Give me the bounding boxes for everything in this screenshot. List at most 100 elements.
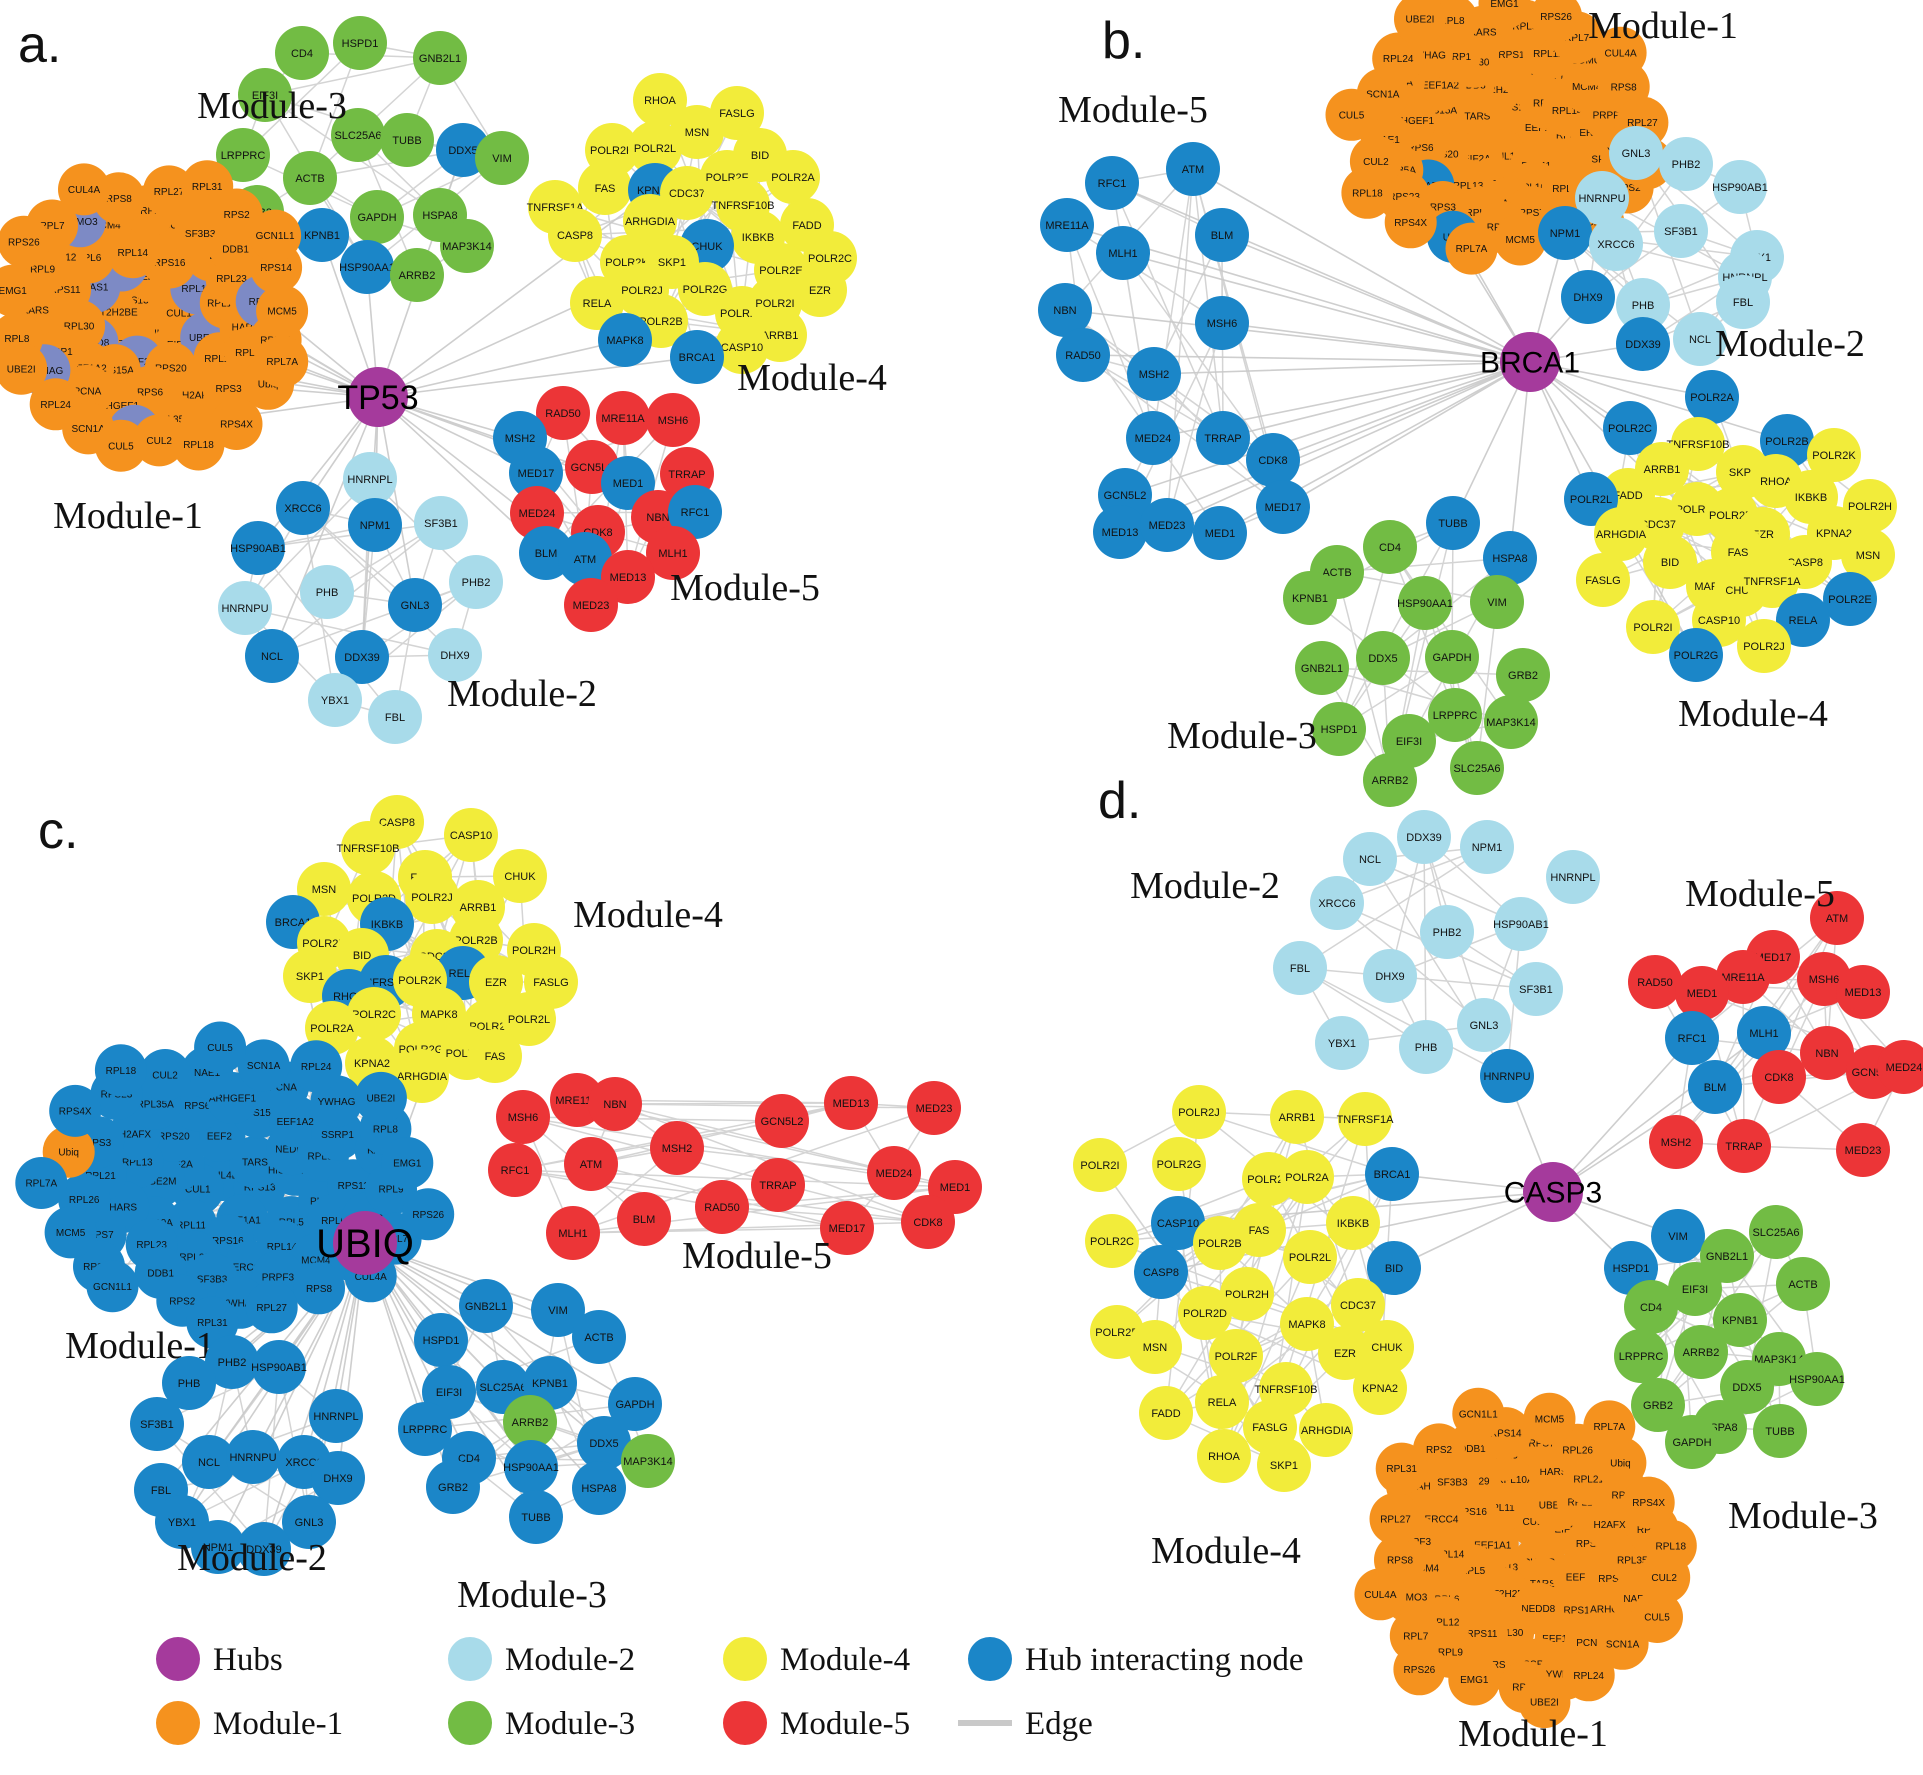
node-DDX39[interactable] xyxy=(1397,810,1451,864)
node-LRPPRC[interactable] xyxy=(1614,1329,1668,1383)
node-DHX9[interactable] xyxy=(1561,270,1615,324)
node-VIM[interactable] xyxy=(1470,575,1524,629)
node-HNRNPL[interactable] xyxy=(309,1389,363,1443)
node-MED13[interactable] xyxy=(601,550,655,604)
node-TUBB[interactable] xyxy=(509,1490,563,1544)
node-PHB[interactable] xyxy=(1616,278,1670,332)
node-FADD[interactable] xyxy=(1139,1386,1193,1440)
node-NCL[interactable] xyxy=(182,1435,236,1489)
node-UBE2I[interactable] xyxy=(0,342,48,395)
node-MED13[interactable] xyxy=(1093,505,1147,559)
node-MED24[interactable] xyxy=(867,1146,921,1200)
node-GAPDH[interactable] xyxy=(608,1377,662,1431)
node-POLR2J[interactable] xyxy=(405,870,459,924)
node-RPL18[interactable] xyxy=(172,418,225,471)
node-GNB2L1[interactable] xyxy=(459,1279,513,1333)
node-CUL4A[interactable] xyxy=(58,163,110,216)
node-EMG1[interactable] xyxy=(381,1137,434,1189)
node-NCL[interactable] xyxy=(1343,832,1397,886)
node-RPL24[interactable] xyxy=(1372,32,1425,85)
node-SF3B1[interactable] xyxy=(1654,204,1708,258)
node-RPS4X[interactable] xyxy=(49,1084,102,1137)
node-CHUK[interactable] xyxy=(493,849,547,903)
node-POLR2L[interactable] xyxy=(1564,472,1618,526)
node-RPL18[interactable] xyxy=(1341,166,1394,219)
node-PHB2[interactable] xyxy=(205,1335,259,1389)
node-EIF3I[interactable] xyxy=(1668,1262,1722,1316)
node-POLR2D[interactable] xyxy=(1178,1286,1232,1340)
node-MED1[interactable] xyxy=(1675,966,1729,1020)
node-FASLG[interactable] xyxy=(710,86,764,140)
node-NCL[interactable] xyxy=(245,629,299,683)
node-NCL[interactable] xyxy=(1673,312,1727,366)
node-VIM[interactable] xyxy=(475,131,529,185)
node-BLM[interactable] xyxy=(1688,1060,1742,1114)
node-MED23[interactable] xyxy=(1836,1123,1890,1177)
node-MED17[interactable] xyxy=(1256,480,1310,534)
node-CASP8[interactable] xyxy=(1134,1245,1188,1299)
node-FAS[interactable] xyxy=(578,161,632,215)
node-TUBB[interactable] xyxy=(380,113,434,167)
node-CD4[interactable] xyxy=(275,26,329,80)
node-POLR2B[interactable] xyxy=(1193,1216,1247,1270)
node-HNRNPU[interactable] xyxy=(226,1430,280,1484)
node-TRRAP[interactable] xyxy=(1196,411,1250,465)
node-ATM[interactable] xyxy=(564,1137,618,1191)
node-RELA[interactable] xyxy=(570,276,624,330)
node-KPNB1[interactable] xyxy=(1713,1293,1767,1347)
node-GRB2[interactable] xyxy=(426,1460,480,1514)
node-EZR[interactable] xyxy=(793,263,847,317)
node-MED17[interactable] xyxy=(509,446,563,500)
node-CD4[interactable] xyxy=(1363,520,1417,574)
node-ARHGDIA[interactable] xyxy=(1594,507,1648,561)
node-HSP90AB1[interactable] xyxy=(1713,160,1767,214)
node-POLR2J[interactable] xyxy=(1737,619,1791,673)
node-DDX39[interactable] xyxy=(335,630,389,684)
node-KPNB1[interactable] xyxy=(295,208,349,262)
node-BRCA1[interactable] xyxy=(670,330,724,384)
node-GNL3[interactable] xyxy=(282,1495,336,1549)
node-HNRNPU[interactable] xyxy=(1480,1049,1534,1103)
node-CUL5[interactable] xyxy=(194,1021,247,1074)
node-SF3B1[interactable] xyxy=(1509,962,1563,1016)
node-CDK8[interactable] xyxy=(1246,433,1300,487)
node-MAP3K14[interactable] xyxy=(621,1434,675,1488)
node-MRE11A[interactable] xyxy=(596,391,650,445)
node-MLH1[interactable] xyxy=(646,526,700,580)
node-RPL24[interactable] xyxy=(29,378,82,431)
node-RAD50[interactable] xyxy=(695,1180,749,1234)
node-RPS26[interactable] xyxy=(1393,1643,1446,1696)
node-MED23[interactable] xyxy=(907,1081,961,1135)
node-CASP10[interactable] xyxy=(715,320,769,374)
node-HNRNPU[interactable] xyxy=(218,581,272,635)
node-ARHGDIA[interactable] xyxy=(1299,1403,1353,1457)
node-BLM[interactable] xyxy=(1195,208,1249,262)
node-LRPPRC[interactable] xyxy=(216,128,270,182)
node-POLR2A[interactable] xyxy=(1280,1150,1334,1204)
node-RAD50[interactable] xyxy=(1056,328,1110,382)
node-MED13[interactable] xyxy=(824,1076,878,1130)
node-DDX39[interactable] xyxy=(237,1522,291,1576)
node-ARRB2[interactable] xyxy=(390,248,444,302)
node-RPL27[interactable] xyxy=(143,165,195,218)
node-DHX9[interactable] xyxy=(428,628,482,682)
node-RHOA[interactable] xyxy=(1197,1429,1251,1483)
node-POLR2I[interactable] xyxy=(1073,1138,1127,1192)
node-RFC1[interactable] xyxy=(1085,156,1139,210)
node-ATM[interactable] xyxy=(1810,891,1864,945)
node-GCN5L2[interactable] xyxy=(755,1094,809,1148)
node-POLR2F[interactable] xyxy=(1209,1329,1263,1383)
node-CUL5[interactable] xyxy=(94,419,147,472)
node-CHUK[interactable] xyxy=(1360,1320,1414,1374)
node-POLR2J[interactable] xyxy=(1172,1085,1226,1139)
node-RPL27[interactable] xyxy=(245,1281,298,1334)
node-UBE2I[interactable] xyxy=(354,1071,407,1124)
node-MED17[interactable] xyxy=(820,1201,874,1255)
node-POLR2L[interactable] xyxy=(1283,1230,1337,1284)
node-FASLG[interactable] xyxy=(1576,553,1630,607)
node-HSPA8[interactable] xyxy=(572,1461,626,1515)
node-MLH1[interactable] xyxy=(546,1206,600,1260)
node-MLH1[interactable] xyxy=(1096,226,1150,280)
node-EMG1[interactable] xyxy=(0,264,39,317)
node-GAPDH[interactable] xyxy=(350,190,404,244)
